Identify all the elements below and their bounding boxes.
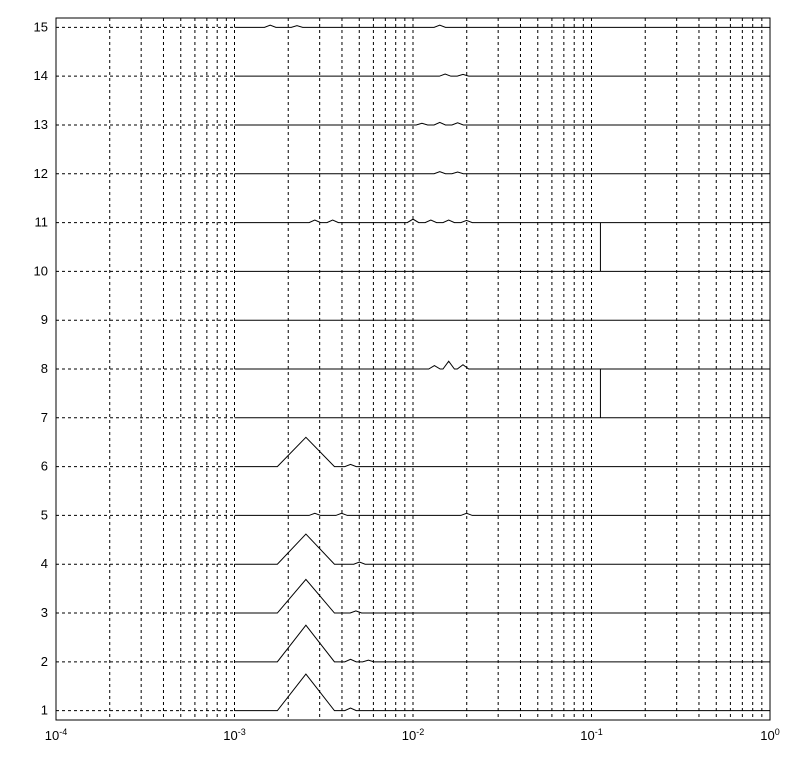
y-tick-label: 2 xyxy=(41,654,48,669)
y-tick-label: 7 xyxy=(41,410,48,425)
trace-line xyxy=(235,579,771,613)
y-tick-label: 3 xyxy=(41,605,48,620)
x-tick-label: 10-3 xyxy=(223,727,245,743)
trace-line xyxy=(235,513,771,515)
y-tick-label: 9 xyxy=(41,312,48,327)
x-tick-label: 10-1 xyxy=(580,727,602,743)
y-tick-label: 4 xyxy=(41,556,48,571)
y-tick-label: 13 xyxy=(34,117,48,132)
x-tick-label: 10-2 xyxy=(402,727,424,743)
y-tick-label: 1 xyxy=(41,703,48,718)
chart-svg: 10-410-310-210-1100123456789101112131415 xyxy=(0,0,786,760)
y-tick-label: 14 xyxy=(34,68,48,83)
trace-line xyxy=(235,122,771,125)
y-tick-label: 11 xyxy=(35,215,49,230)
y-tick-label: 6 xyxy=(41,459,48,474)
trace-line xyxy=(235,25,771,27)
trace-line xyxy=(235,674,771,711)
trace-line xyxy=(235,219,771,222)
y-tick-label: 12 xyxy=(34,166,48,181)
y-tick-label: 15 xyxy=(34,19,48,34)
trace-line xyxy=(235,361,771,369)
x-tick-label: 100 xyxy=(760,727,779,743)
trace-line xyxy=(235,437,771,466)
y-tick-label: 10 xyxy=(34,263,48,278)
x-tick-label: 10-4 xyxy=(45,727,67,743)
y-tick-label: 5 xyxy=(41,507,48,522)
trace-line xyxy=(235,534,771,564)
chart-container: 10-410-310-210-1100123456789101112131415 xyxy=(0,0,786,760)
y-tick-label: 8 xyxy=(41,361,48,376)
trace-line xyxy=(235,625,771,662)
trace-line xyxy=(235,74,771,76)
trace-line xyxy=(235,172,771,174)
